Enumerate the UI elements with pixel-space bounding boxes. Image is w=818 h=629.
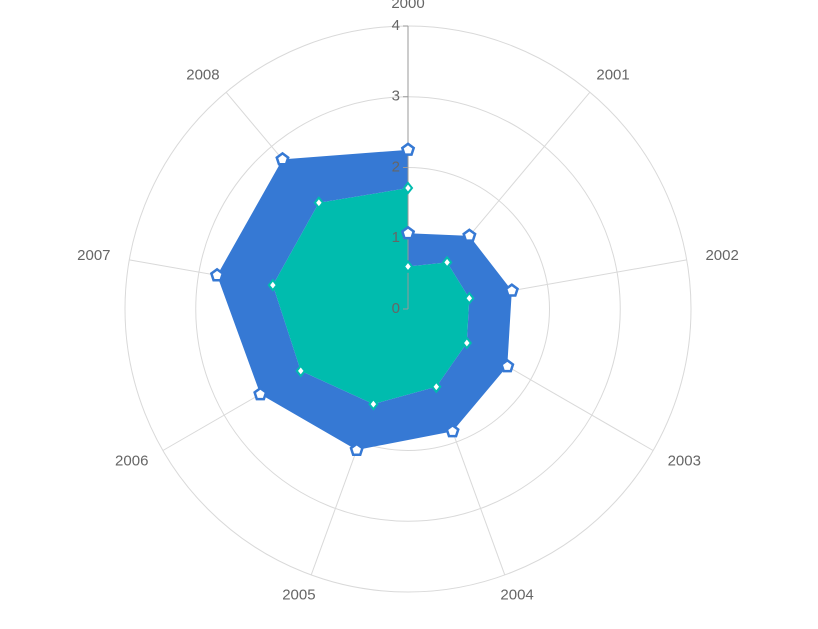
category-label: 2007 — [77, 247, 110, 264]
category-label: 2002 — [705, 247, 738, 264]
marker — [504, 283, 519, 297]
marker — [445, 423, 460, 438]
category-label: 2004 — [500, 587, 533, 604]
r-tick-label: 3 — [392, 88, 400, 105]
r-tick-label: 1 — [392, 229, 400, 246]
marker — [441, 255, 453, 269]
marker — [400, 225, 416, 240]
marker — [275, 151, 290, 166]
marker — [368, 397, 379, 411]
marker — [464, 291, 475, 305]
r-tick-label: 2 — [392, 158, 400, 175]
area — [272, 188, 470, 405]
marker — [209, 267, 225, 282]
marker — [402, 181, 414, 195]
marker — [431, 380, 442, 394]
r-tick-label: 4 — [392, 17, 400, 34]
marker — [462, 228, 477, 242]
category-label: 2000 — [391, 0, 424, 12]
category-label: 2005 — [282, 587, 315, 604]
category-label: 2008 — [186, 66, 219, 83]
marker — [253, 386, 268, 401]
marker — [349, 442, 364, 457]
marker — [313, 196, 325, 210]
category-label: 2006 — [115, 452, 148, 469]
category-label: 2003 — [668, 452, 701, 469]
r-tick-label: 0 — [392, 300, 400, 317]
marker — [461, 336, 473, 350]
marker — [402, 259, 414, 274]
marker — [295, 364, 307, 378]
marker — [400, 142, 416, 156]
category-label: 2001 — [596, 66, 629, 83]
area — [217, 149, 512, 450]
marker — [267, 278, 279, 292]
marker — [500, 358, 515, 373]
